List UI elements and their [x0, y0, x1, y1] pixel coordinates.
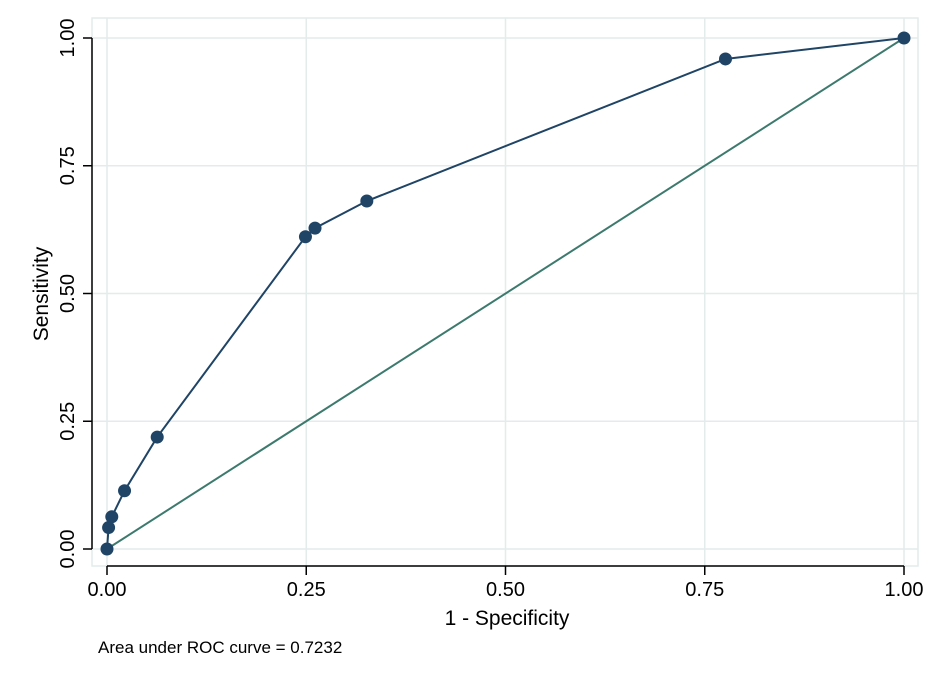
- roc-point-5: [298, 230, 312, 244]
- reference-diagonal-line: [106, 37, 905, 550]
- auc-note: Area under ROC curve = 0.7232: [98, 638, 342, 657]
- roc-point-3: [118, 484, 132, 498]
- roc-point-7: [360, 194, 374, 208]
- roc-point-2: [105, 510, 119, 524]
- roc-point-9: [897, 31, 911, 45]
- y-tick-label-2: 0.50: [57, 274, 79, 313]
- y-tick-label-3: 0.75: [57, 146, 79, 185]
- roc-point-4: [150, 430, 164, 444]
- roc-point-0: [100, 542, 114, 556]
- roc-point-1: [102, 521, 116, 535]
- roc-point-8: [718, 52, 732, 66]
- grid-layer: [91, 17, 919, 567]
- x-tick-label-0: 0.00: [88, 579, 127, 601]
- y-tick-label-1: 0.25: [57, 402, 79, 441]
- reference-line-layer: [106, 37, 905, 550]
- y-axis-title: Sensitivity: [30, 246, 53, 341]
- axes-layer: 0.00 0.25 0.50 0.75 1.00 0.00 0.25 0.50 0.75 1.00: [57, 19, 923, 601]
- x-tick-label-4: 1.00: [885, 579, 924, 601]
- y-tick-label-0: 0.00: [57, 530, 79, 569]
- x-tick-label-3: 0.75: [685, 579, 724, 601]
- x-axis-title: 1 - Specificity: [445, 607, 570, 630]
- roc-point-6: [308, 221, 322, 235]
- x-tick-label-2: 0.50: [486, 579, 525, 601]
- roc-series-layer: [100, 31, 911, 556]
- y-tick-label-4: 1.00: [57, 19, 79, 58]
- x-tick-label-1: 0.25: [287, 579, 326, 601]
